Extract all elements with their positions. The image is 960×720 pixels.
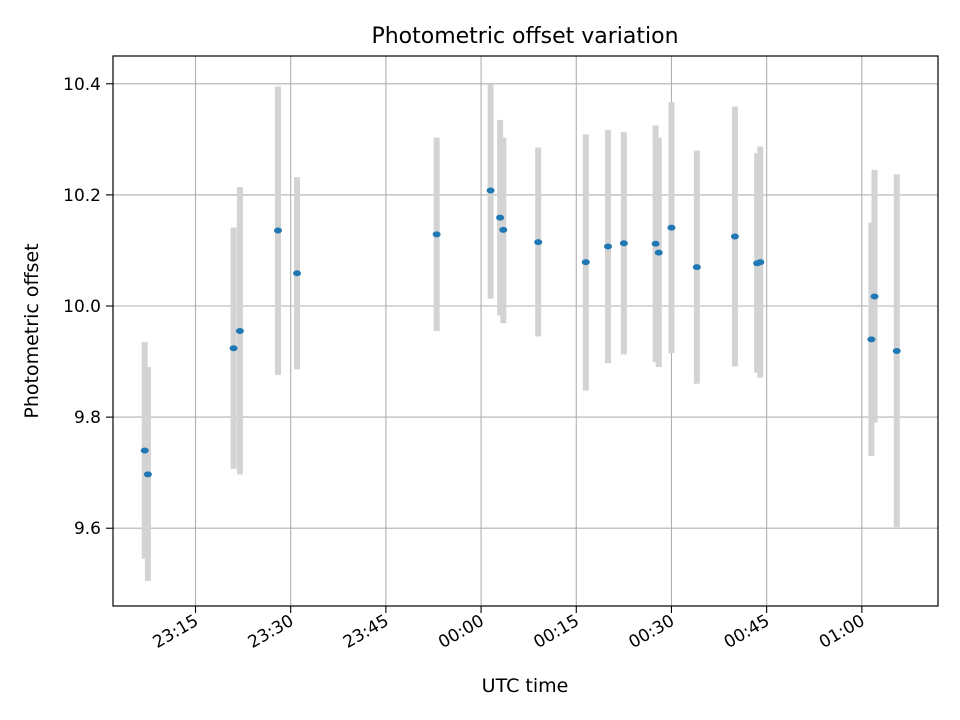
data-point xyxy=(730,233,739,240)
data-point xyxy=(496,214,505,221)
x-axis-label: UTC time xyxy=(482,675,569,697)
y-tick-label: 9.6 xyxy=(74,519,101,539)
data-point xyxy=(534,239,543,246)
data-point xyxy=(756,259,765,266)
point-layer xyxy=(140,187,901,478)
data-point xyxy=(654,249,663,256)
plot-frame xyxy=(112,55,939,607)
y-tick-label: 10.4 xyxy=(63,75,101,95)
data-point xyxy=(486,187,495,194)
y-tick-label: 10.2 xyxy=(63,186,101,206)
data-point xyxy=(867,336,876,343)
y-tick-label: 9.8 xyxy=(74,408,101,428)
data-point xyxy=(870,293,879,300)
data-point xyxy=(432,231,441,238)
data-point xyxy=(619,240,628,247)
data-point xyxy=(581,259,590,266)
chart-title: Photometric offset variation xyxy=(371,24,678,49)
data-point xyxy=(499,226,508,233)
y-tick-label: 10.0 xyxy=(63,297,101,317)
y-axis-label: Photometric offset xyxy=(21,243,43,418)
data-point xyxy=(692,264,701,271)
data-point xyxy=(293,270,302,277)
data-point xyxy=(604,243,612,250)
data-point xyxy=(143,471,152,478)
data-point xyxy=(892,348,901,354)
data-point xyxy=(229,345,238,352)
data-point xyxy=(667,224,676,231)
data-point xyxy=(274,227,282,234)
data-point xyxy=(235,328,244,334)
data-point xyxy=(651,240,660,247)
data-point xyxy=(140,447,149,454)
